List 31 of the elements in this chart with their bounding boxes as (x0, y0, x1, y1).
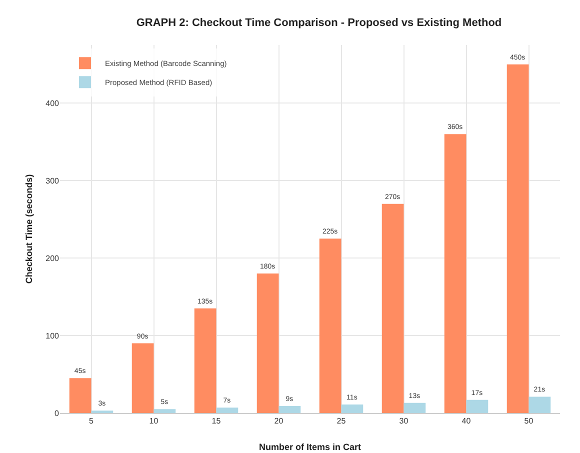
x-tick-label: 20 (274, 416, 284, 426)
chart-title: GRAPH 2: Checkout Time Comparison - Proposed vs Existing Method (136, 16, 502, 29)
x-tick-label: 15 (212, 416, 222, 426)
bar (382, 204, 404, 413)
bar (216, 408, 238, 413)
bar (506, 64, 529, 413)
x-tick-label: 40 (462, 416, 472, 426)
bar (319, 238, 342, 413)
x-tick-label: 30 (399, 416, 409, 426)
bar (69, 378, 92, 413)
bar (444, 134, 466, 413)
bar (341, 404, 364, 413)
bar (278, 406, 301, 413)
bar (256, 274, 279, 413)
y-axis-title: Checkout Time (seconds) (24, 174, 34, 284)
y-tick-label: 400 (46, 98, 60, 108)
bar (194, 308, 216, 413)
x-tick-label: 5 (89, 416, 94, 426)
bar (132, 343, 154, 413)
y-tick-label: 300 (46, 176, 60, 186)
x-tick-label: 10 (149, 416, 159, 426)
bar (528, 396, 551, 413)
y-tick-label: 0 (54, 408, 60, 418)
bar (466, 400, 488, 413)
x-tick-label: 50 (524, 416, 534, 426)
y-tick-label: 100 (46, 331, 60, 340)
bar (404, 402, 426, 413)
x-axis-title: Number of Items in Cart (258, 442, 362, 452)
bar (154, 409, 176, 413)
y-tick-label: 200 (46, 254, 60, 263)
x-tick-label: 25 (336, 416, 346, 426)
